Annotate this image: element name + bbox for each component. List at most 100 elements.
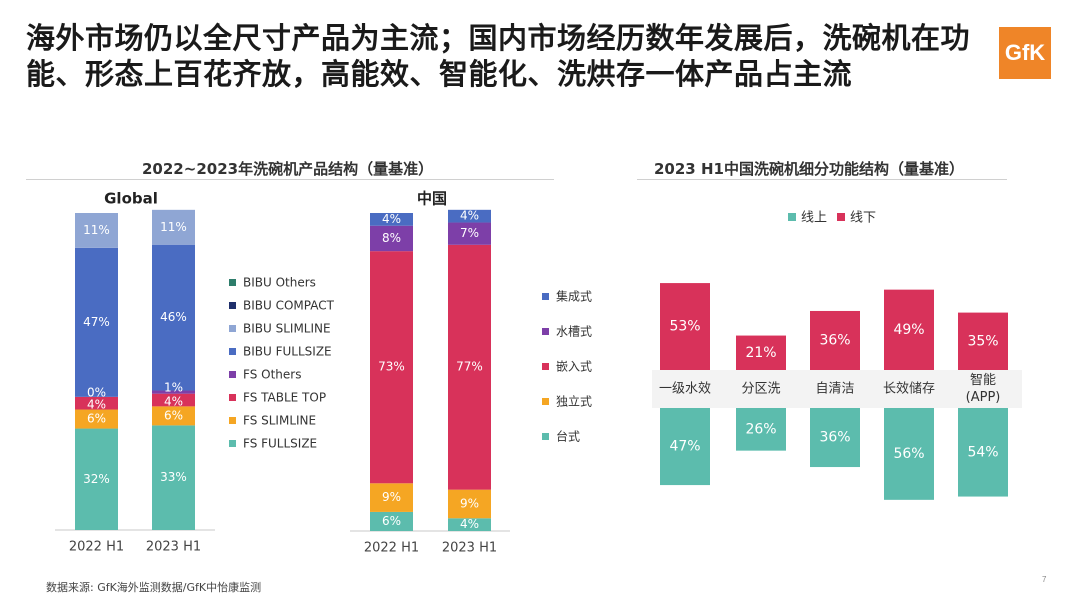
left-section-title: 2022~2023年洗碗机产品结构（量基准） bbox=[142, 160, 434, 178]
bar-bibu-fullsize-0 bbox=[75, 247, 118, 397]
data-label-水槽式-1: 7% bbox=[460, 226, 479, 240]
data-label-fs-others-0: 0% bbox=[87, 385, 106, 399]
legend-swatch-线上 bbox=[788, 213, 796, 221]
data-label-独立式-1: 9% bbox=[460, 496, 479, 510]
data-label-online-2: 36% bbox=[819, 430, 850, 446]
data-label-offline-2: 36% bbox=[819, 332, 850, 348]
data-label-offline-3: 49% bbox=[893, 322, 924, 338]
bar-独立式-1 bbox=[448, 489, 491, 519]
category-label-2-0: 自清洁 bbox=[815, 382, 854, 397]
legend-label-线下: 线下 bbox=[850, 211, 876, 226]
data-label-集成式-0: 4% bbox=[382, 212, 401, 226]
bar-独立式-0 bbox=[370, 483, 413, 512]
x-tick-label-1: 2023 H1 bbox=[146, 540, 201, 555]
bar-fs-table-top-0 bbox=[75, 396, 118, 410]
x-tick-label-1: 2023 H1 bbox=[442, 541, 497, 556]
legend-label-集成式: 集成式 bbox=[556, 289, 592, 304]
legend-swatch-fs-fullsize bbox=[229, 440, 236, 447]
data-label-online-4: 54% bbox=[967, 444, 998, 460]
data-label-独立式-0: 9% bbox=[382, 490, 401, 504]
legend-label-fs-others: FS Others bbox=[243, 368, 301, 382]
legend-label-嵌入式: 嵌入式 bbox=[556, 360, 592, 374]
data-label-online-3: 56% bbox=[893, 446, 924, 462]
bar-online-2 bbox=[810, 408, 860, 468]
x-tick-label-0: 2022 H1 bbox=[69, 540, 124, 555]
right-section-title: 2023 H1中国洗碗机细分功能结构（量基准） bbox=[654, 160, 964, 178]
bar-fs-others-1 bbox=[152, 390, 195, 394]
data-label-online-1: 26% bbox=[745, 421, 776, 437]
chart-title-global: Global bbox=[104, 190, 158, 208]
bar-offline-4 bbox=[958, 312, 1008, 370]
bar-offline-2 bbox=[810, 310, 860, 370]
legend-swatch-fs-table-top bbox=[229, 394, 236, 401]
bar-fs-fullsize-0 bbox=[75, 428, 118, 530]
bar-fs-table-top-1 bbox=[152, 393, 195, 407]
left-section-rule bbox=[26, 179, 554, 180]
legend-swatch-fs-others bbox=[229, 371, 236, 378]
data-label-fs-slimline-0: 6% bbox=[87, 412, 106, 426]
data-label-fs-slimline-1: 6% bbox=[164, 408, 183, 422]
chart-title-中国: 中国 bbox=[417, 190, 447, 208]
bar-嵌入式-0 bbox=[370, 251, 413, 484]
bar-offline-0 bbox=[660, 283, 710, 370]
legend-swatch-线下 bbox=[837, 213, 845, 221]
bar-集成式-0 bbox=[370, 213, 413, 226]
data-label-fs-table-top-1: 4% bbox=[164, 395, 183, 409]
category-band bbox=[652, 370, 1022, 408]
data-label-嵌入式-1: 77% bbox=[456, 360, 483, 374]
bar-online-4 bbox=[958, 408, 1008, 497]
data-label-台式-1: 4% bbox=[460, 517, 479, 531]
data-label-online-0: 47% bbox=[669, 439, 700, 455]
bar-台式-0 bbox=[370, 511, 413, 531]
category-label-3-0: 长效储存 bbox=[883, 382, 935, 397]
data-label-bibu-fullsize-0: 47% bbox=[83, 315, 110, 329]
legend-label-台式: 台式 bbox=[556, 429, 580, 444]
right-section-rule bbox=[637, 179, 1007, 180]
bar-fs-fullsize-1 bbox=[152, 425, 195, 530]
legend-label-水槽式: 水槽式 bbox=[556, 325, 592, 339]
gfk-logo: GfK bbox=[999, 27, 1051, 79]
data-label-fs-table-top-0: 4% bbox=[87, 398, 106, 412]
data-label-bibu-fullsize-1: 46% bbox=[160, 310, 187, 324]
data-label-台式-0: 6% bbox=[382, 514, 401, 528]
legend-swatch-台式 bbox=[542, 433, 549, 440]
legend-label-bibu-slimline: BIBU SLIMLINE bbox=[243, 322, 331, 336]
category-label-0-0: 一级水效 bbox=[659, 382, 711, 397]
bar-online-1 bbox=[736, 408, 786, 451]
category-label-4-1: (APP) bbox=[966, 390, 1001, 405]
bar-fs-slimline-1 bbox=[152, 406, 195, 426]
category-label-4-0: 智能 bbox=[970, 373, 996, 388]
legend-swatch-bibu-slimline bbox=[229, 325, 236, 332]
data-label-fs-others-1: 1% bbox=[164, 381, 183, 395]
bar-台式-1 bbox=[448, 518, 491, 531]
bar-online-0 bbox=[660, 408, 710, 486]
legend-label-fs-table-top: FS TABLE TOP bbox=[243, 391, 326, 405]
bar-offline-3 bbox=[884, 289, 934, 370]
data-label-水槽式-0: 8% bbox=[382, 231, 401, 245]
data-label-集成式-1: 4% bbox=[460, 209, 479, 223]
data-label-bibu-slimline-0: 11% bbox=[83, 223, 110, 237]
legend-label-bibu-compact: BIBU COMPACT bbox=[243, 299, 335, 313]
data-label-fs-fullsize-1: 33% bbox=[160, 470, 187, 484]
legend-label-独立式: 独立式 bbox=[556, 394, 592, 409]
bar-集成式-1 bbox=[448, 209, 491, 223]
legend-swatch-bibu-fullsize bbox=[229, 348, 236, 355]
bar-fs-slimline-0 bbox=[75, 409, 118, 429]
x-tick-label-0: 2022 H1 bbox=[364, 541, 419, 556]
headline: 海外市场仍以全尺寸产品为主流；国内市场经历数年发展后，洗碗机在功能、形态上百花齐… bbox=[26, 21, 971, 91]
legend-label-fs-fullsize: FS FULLSIZE bbox=[243, 437, 317, 451]
bar-水槽式-1 bbox=[448, 222, 491, 245]
bar-bibu-fullsize-1 bbox=[152, 244, 195, 391]
data-label-offline-1: 21% bbox=[745, 345, 776, 361]
bar-bibu-slimline-1 bbox=[152, 209, 195, 245]
bar-水槽式-0 bbox=[370, 225, 413, 252]
legend-swatch-水槽式 bbox=[542, 328, 549, 335]
legend-swatch-嵌入式 bbox=[542, 363, 549, 370]
legend-swatch-fs-slimline bbox=[229, 417, 236, 424]
legend-swatch-集成式 bbox=[542, 293, 549, 300]
data-label-嵌入式-0: 73% bbox=[378, 360, 405, 374]
legend-swatch-独立式 bbox=[542, 398, 549, 405]
data-label-bibu-slimline-1: 11% bbox=[160, 220, 187, 234]
legend-swatch-bibu-others bbox=[229, 279, 236, 286]
